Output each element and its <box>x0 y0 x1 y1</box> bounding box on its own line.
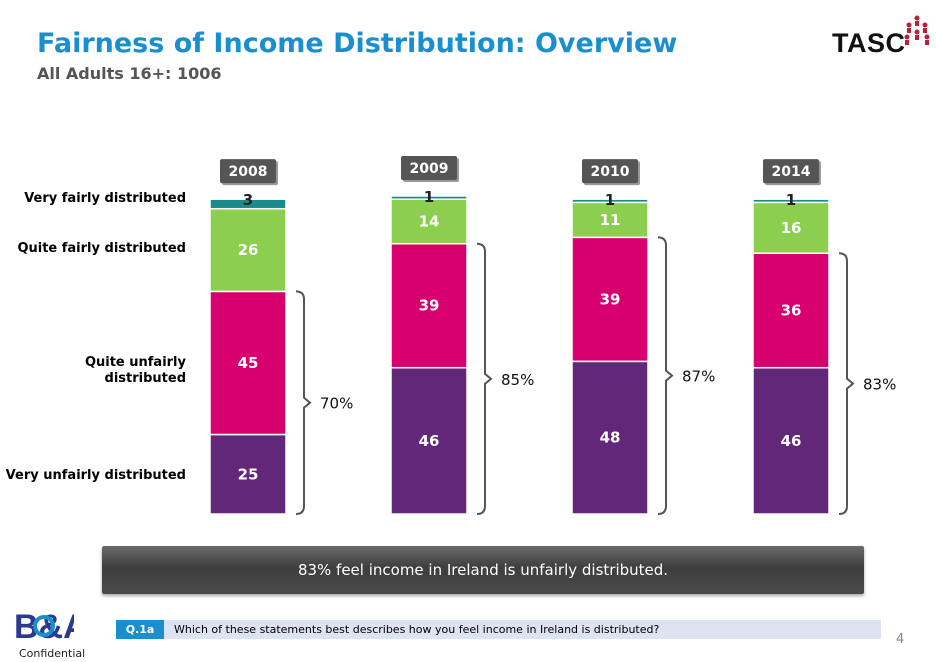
ba-logo-mark: B&A <box>14 608 88 646</box>
bar-segment <box>752 366 830 515</box>
bar-segment <box>390 242 468 369</box>
bar-segment <box>571 360 649 515</box>
data-label: 1 <box>424 188 434 206</box>
data-label: 26 <box>238 241 259 259</box>
page-title: Fairness of Income Distribution: Overvie… <box>37 28 678 59</box>
bar-segment <box>209 207 287 293</box>
data-label: 46 <box>419 432 440 450</box>
question-text: Which of these statements best describes… <box>174 623 660 636</box>
label-quite-fairly: Quite fairly distributed <box>17 241 186 256</box>
ba-logo: B&A <box>14 604 88 648</box>
data-label: 45 <box>238 354 259 372</box>
year-label: 2014 <box>772 164 811 180</box>
data-label: 39 <box>600 290 621 308</box>
unfair-bracket <box>476 242 493 515</box>
tasc-logo: TASC <box>832 15 932 62</box>
unfair-bracket <box>295 290 312 515</box>
unfair-bracket <box>838 252 855 515</box>
data-label: 46 <box>781 432 802 450</box>
year-tab <box>401 156 457 180</box>
question-id: Q.1a <box>116 620 164 639</box>
data-label: 1 <box>605 191 615 209</box>
label-very-unfairly: Very unfairly distributed <box>5 468 186 483</box>
bar-segment <box>571 236 649 363</box>
bar-segment <box>209 290 287 436</box>
confidential-label: Confidential <box>19 647 86 660</box>
bar-segment <box>390 366 468 515</box>
data-label: 25 <box>238 465 259 483</box>
year-label: 2008 <box>229 164 268 180</box>
label-quite-unfairly: Quite unfairly distributed <box>84 355 186 386</box>
bar-segment <box>209 198 287 210</box>
year-tab <box>582 159 638 184</box>
unfair-total-label: 70% <box>320 395 353 413</box>
label-very-fairly: Very fairly distributed <box>24 191 186 206</box>
people-icon <box>904 15 930 45</box>
data-label: 3 <box>243 191 253 209</box>
page-number: 4 <box>896 632 905 647</box>
bar-segment <box>209 433 287 515</box>
unfair-total-label: 87% <box>682 368 715 386</box>
bar-segment <box>571 201 649 239</box>
unfair-total-label: 85% <box>501 371 534 389</box>
bar-segment <box>752 198 830 204</box>
year-tab <box>220 159 276 184</box>
data-label: 36 <box>781 301 802 319</box>
data-label: 16 <box>781 219 802 237</box>
bar-segment <box>390 195 468 200</box>
bar-segment <box>571 198 649 204</box>
data-label: 11 <box>600 211 621 229</box>
year-tab <box>763 159 819 184</box>
year-label: 2010 <box>591 164 630 180</box>
year-label: 2009 <box>410 161 449 177</box>
unfair-bracket <box>657 236 674 515</box>
tasc-logo-text: TASC <box>832 28 906 58</box>
data-label: 1 <box>786 191 796 209</box>
summary-banner: 83% feel income in Ireland is unfairly d… <box>102 546 864 594</box>
data-label: 48 <box>600 429 621 447</box>
ba-logo-text: B&A <box>14 608 74 646</box>
data-label: 14 <box>419 212 440 230</box>
page-subtitle: All Adults 16+: 1006 <box>37 64 222 83</box>
question-box <box>116 620 881 639</box>
unfair-total-label: 83% <box>863 376 896 394</box>
data-label: 39 <box>419 297 440 315</box>
